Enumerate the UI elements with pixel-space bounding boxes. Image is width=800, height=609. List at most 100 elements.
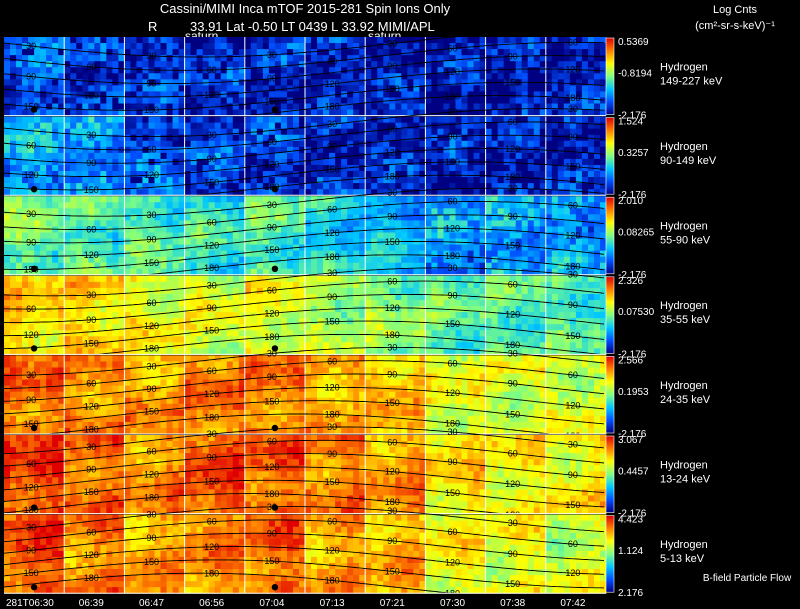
- heatmap-cell: [359, 293, 366, 301]
- heatmap-cell: [491, 262, 499, 270]
- heatmap-cell: [268, 55, 276, 62]
- heatmap-cell: [485, 91, 493, 98]
- heatmap-cell: [262, 85, 270, 92]
- heatmap-cell: [130, 109, 137, 116]
- heatmap-cell: [503, 196, 511, 203]
- heatmap-cell: [407, 91, 414, 98]
- heatmap-cell: [587, 109, 595, 116]
- heatmap-cell: [142, 214, 149, 221]
- heatmap-cell: [112, 306, 119, 313]
- heatmap-cell: [371, 91, 378, 98]
- heatmap-cell: [298, 312, 306, 319]
- heatmap-cell: [274, 348, 282, 355]
- heatmap-cell: [190, 55, 198, 62]
- heatmap-cell: [112, 318, 119, 325]
- heatmap-cell: [359, 183, 366, 190]
- heatmap-cell: [226, 37, 234, 44]
- heatmap-cell: [491, 152, 499, 160]
- heatmap-cell: [190, 49, 198, 56]
- heatmap-cell: [76, 97, 83, 104]
- heatmap-cell: [359, 61, 366, 68]
- heatmap-cell: [503, 152, 511, 160]
- contour-label: 30: [387, 188, 397, 198]
- heatmap-cell: [383, 220, 390, 227]
- heatmap-cell: [551, 73, 559, 80]
- heatmap-cell: [100, 158, 107, 166]
- heatmap-cell: [298, 208, 306, 215]
- heatmap-cell: [311, 164, 318, 172]
- heatmap-cell: [437, 97, 444, 104]
- heatmap-cell: [100, 318, 107, 325]
- heatmap-cell: [298, 244, 306, 252]
- heatmap-cell: [419, 262, 426, 270]
- heatmap-cell: [238, 226, 246, 233]
- heatmap-cell: [250, 183, 258, 190]
- heatmap-cell: [298, 330, 306, 337]
- heatmap-cell: [250, 134, 258, 142]
- heatmap-cell: [311, 91, 318, 98]
- heatmap-cell: [22, 220, 29, 227]
- heatmap-cell: [305, 116, 312, 124]
- heatmap-cell: [383, 152, 390, 160]
- contour-label: 120: [204, 90, 219, 100]
- heatmap-cell: [383, 268, 390, 276]
- heatmap-cell: [503, 49, 511, 56]
- heatmap-cell: [112, 73, 119, 80]
- heatmap-cell: [40, 183, 47, 190]
- heatmap-cell: [16, 312, 23, 319]
- contour-label: 60: [86, 225, 96, 235]
- heatmap-cell: [160, 109, 167, 116]
- heatmap-cell: [323, 189, 330, 196]
- heatmap-cell: [557, 49, 565, 56]
- contour-label: 30: [26, 209, 36, 219]
- heatmap-cell: [172, 275, 179, 283]
- heatmap-cell: [443, 122, 450, 130]
- heatmap-cell: [587, 128, 595, 136]
- heatmap-cell: [401, 152, 408, 160]
- heatmap-cell: [587, 226, 595, 233]
- heatmap-cell: [22, 299, 29, 307]
- heatmap-cell: [353, 220, 360, 227]
- heatmap-cell: [202, 103, 210, 110]
- heatmap-cell: [214, 318, 222, 325]
- heatmap-cell: [280, 158, 288, 166]
- heatmap-cell: [383, 158, 390, 166]
- heatmap-cell: [178, 244, 185, 252]
- heatmap-cell: [401, 287, 408, 295]
- heatmap-cell: [256, 183, 264, 190]
- heatmap-cell: [58, 348, 65, 355]
- heatmap-cell: [280, 220, 288, 227]
- heatmap-cell: [473, 128, 480, 136]
- heatmap-cell: [160, 262, 167, 270]
- heatmap-cell: [184, 293, 192, 301]
- heatmap-cell: [389, 250, 396, 258]
- heatmap-cell: [431, 164, 438, 172]
- heatmap-cell: [449, 146, 456, 154]
- heatmap-cell: [539, 140, 547, 148]
- heatmap-cell: [130, 103, 137, 110]
- heatmap-cell: [389, 128, 396, 136]
- heatmap-cell: [202, 49, 210, 56]
- heatmap-cell: [136, 183, 143, 190]
- heatmap-cell: [280, 146, 288, 154]
- heatmap-cell: [106, 214, 113, 221]
- heatmap-cell: [52, 196, 59, 203]
- heatmap-cell: [160, 342, 167, 349]
- heatmap-cell: [274, 281, 282, 289]
- heatmap-cell: [136, 164, 143, 172]
- heatmap-cell: [274, 116, 282, 124]
- heatmap-cell: [401, 158, 408, 166]
- heatmap-cell: [166, 97, 173, 104]
- heatmap-cell: [431, 196, 438, 203]
- heatmap-cell: [587, 158, 595, 166]
- heatmap-cell: [40, 262, 47, 270]
- heatmap-cell: [118, 109, 125, 116]
- heatmap-cell: [214, 330, 222, 337]
- heatmap-cell: [58, 116, 65, 124]
- heatmap-cell: [136, 275, 143, 283]
- heatmap-cell: [70, 262, 77, 270]
- heatmap-cell: [311, 103, 318, 110]
- heatmap-cell: [383, 171, 390, 178]
